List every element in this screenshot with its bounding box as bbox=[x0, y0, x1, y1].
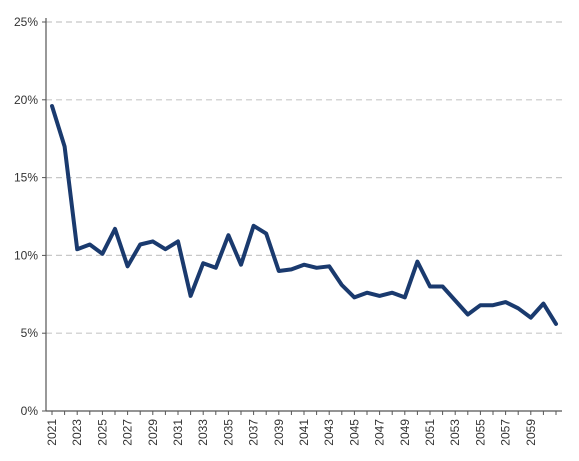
data-point bbox=[64, 145, 66, 147]
x-tick-label: 2021 bbox=[45, 419, 59, 446]
x-tick-label: 2031 bbox=[171, 419, 185, 446]
data-point bbox=[76, 248, 78, 250]
data-point bbox=[202, 262, 204, 264]
data-point bbox=[492, 304, 494, 306]
y-tick-label: 20% bbox=[14, 93, 38, 107]
axes bbox=[45, 18, 562, 412]
y-tick-label: 15% bbox=[14, 171, 38, 185]
data-point bbox=[467, 314, 469, 316]
data-point bbox=[429, 286, 431, 288]
x-tick-label: 2023 bbox=[70, 419, 84, 446]
data-point bbox=[555, 323, 557, 325]
data-point bbox=[177, 240, 179, 242]
y-tick-label: 5% bbox=[21, 326, 39, 340]
data-point bbox=[89, 244, 91, 246]
x-tick-label: 2035 bbox=[221, 419, 235, 446]
data-point bbox=[240, 264, 242, 266]
x-tick-label: 2049 bbox=[398, 419, 412, 446]
data-point bbox=[379, 295, 381, 297]
y-tick-label: 10% bbox=[14, 248, 38, 262]
x-tick-label: 2027 bbox=[121, 419, 135, 446]
x-tick-label: 2059 bbox=[524, 419, 538, 446]
data-point bbox=[542, 303, 544, 305]
x-tick-label: 2043 bbox=[322, 419, 336, 446]
series-line bbox=[50, 104, 558, 326]
y-tick-label: 0% bbox=[21, 404, 39, 418]
data-point bbox=[290, 268, 292, 270]
x-tick-label: 2057 bbox=[499, 419, 513, 446]
series-layer bbox=[50, 104, 558, 326]
data-point bbox=[328, 265, 330, 267]
data-point bbox=[303, 264, 305, 266]
data-point bbox=[139, 244, 141, 246]
x-axis-ticks: 2021 2023 2025 2027 2029 2031 2033 2035 2037 2039… bbox=[45, 411, 557, 446]
x-tick-label: 2041 bbox=[297, 419, 311, 446]
data-point bbox=[316, 267, 318, 269]
x-tick-label: 2033 bbox=[196, 419, 210, 446]
x-tick-label: 2029 bbox=[146, 419, 160, 446]
data-point bbox=[479, 304, 481, 306]
data-point bbox=[366, 292, 368, 294]
data-point bbox=[265, 233, 267, 235]
x-tick-label: 2053 bbox=[448, 419, 462, 446]
data-point bbox=[404, 296, 406, 298]
x-tick-label: 2039 bbox=[272, 419, 286, 446]
data-point bbox=[152, 240, 154, 242]
data-point bbox=[127, 265, 129, 267]
data-point bbox=[253, 225, 255, 227]
x-tick-label: 2025 bbox=[95, 419, 109, 446]
x-tick-label: 2045 bbox=[347, 419, 361, 446]
data-point bbox=[278, 270, 280, 272]
data-point bbox=[442, 286, 444, 288]
data-point bbox=[341, 284, 343, 286]
data-point bbox=[530, 317, 532, 319]
data-point bbox=[353, 296, 355, 298]
data-point bbox=[190, 295, 192, 297]
y-axis-ticks: 0% 5% 10% 15% 20% 25% bbox=[14, 15, 46, 418]
data-point bbox=[416, 261, 418, 263]
data-point bbox=[101, 253, 103, 255]
data-point bbox=[51, 105, 53, 107]
y-tick-label: 25% bbox=[14, 15, 38, 29]
data-point bbox=[391, 292, 393, 294]
data-point bbox=[215, 267, 217, 269]
x-tick-label: 2055 bbox=[473, 419, 487, 446]
data-point bbox=[505, 301, 507, 303]
x-tick-label: 2047 bbox=[373, 419, 387, 446]
x-tick-label: 2051 bbox=[423, 419, 437, 446]
data-point bbox=[114, 228, 116, 230]
data-point bbox=[227, 234, 229, 236]
data-point bbox=[454, 300, 456, 302]
data-point bbox=[164, 248, 166, 250]
grid-lines bbox=[46, 21, 562, 334]
data-point bbox=[517, 307, 519, 309]
x-tick-label: 2037 bbox=[247, 419, 261, 446]
